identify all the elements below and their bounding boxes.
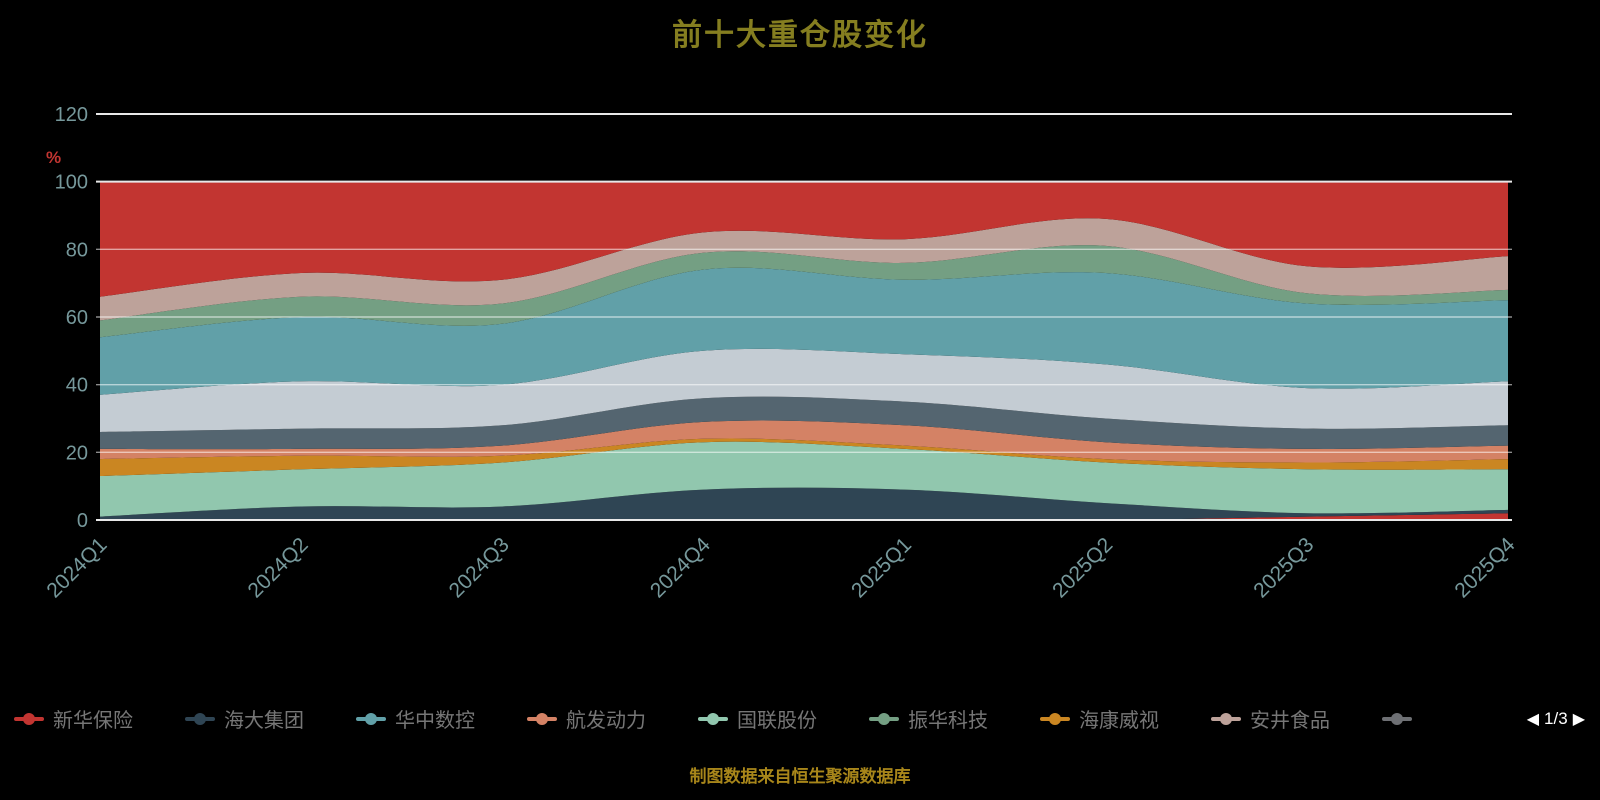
legend-item-海大集团[interactable]: 海大集团 — [185, 704, 304, 733]
legend-label: 航发动力 — [566, 710, 646, 732]
area-振华科技[interactable] — [100, 245, 1508, 338]
area-series-10[interactable] — [100, 348, 1508, 432]
legend-item-航发动力[interactable]: 航发动力 — [527, 704, 646, 733]
chart-title: 前十大重仓股变化 — [672, 19, 928, 52]
legend-label: 华中数控 — [395, 710, 475, 732]
x-axis-tick-label: 2025Q1 — [847, 533, 916, 602]
x-axis-tick-label: 2025Q4 — [1450, 533, 1519, 602]
x-axis-tick-label: 2024Q4 — [646, 533, 715, 602]
legend-marker-icon — [1040, 712, 1070, 726]
legend-label: 海大集团 — [224, 710, 304, 732]
x-axis-tick-label: 2025Q2 — [1048, 533, 1117, 602]
legend-label: 振华科技 — [908, 710, 988, 732]
y-axis-tick-label: 0 — [77, 510, 88, 532]
legend-marker-icon — [698, 712, 728, 726]
x-axis-tick-label: 2024Q2 — [244, 533, 313, 602]
legend-item-安井食品[interactable]: 安井食品 — [1211, 704, 1330, 733]
legend-item-新华保险[interactable]: 新华保险 — [14, 704, 133, 733]
legend-marker-icon — [1382, 712, 1412, 726]
legend-marker-icon — [1211, 712, 1241, 726]
legend: 新华保险 海大集团 华中数控 航发动力 国联股份 振华科技 海康威视 安井食品 ◀ 1/3 ▶ — [14, 704, 1590, 733]
area-海大集团[interactable] — [100, 487, 1508, 521]
legend-label: 海康威视 — [1079, 710, 1159, 732]
legend-item-海康威视[interactable]: 海康威视 — [1040, 704, 1159, 733]
y-axis-tick-label: 60 — [66, 307, 88, 329]
pager-prev-icon[interactable]: ◀ — [1526, 710, 1540, 728]
pager-page-indicator: 1/3 — [1544, 708, 1568, 728]
legend-item-国联股份[interactable]: 国联股份 — [698, 704, 817, 733]
area-新华保险[interactable] — [100, 181, 1508, 297]
area-安井食品[interactable] — [100, 218, 1508, 321]
x-axis-tick-label: 2024Q3 — [445, 533, 514, 602]
pager-next-icon[interactable]: ▶ — [1572, 710, 1585, 728]
legend-marker-icon — [14, 712, 44, 726]
percent-unit-label: % — [46, 148, 61, 167]
y-axis-tick-label: 120 — [55, 104, 88, 126]
area-series-9[interactable] — [100, 396, 1508, 450]
y-axis-tick-label: 40 — [66, 375, 88, 397]
area-海康威视[interactable] — [100, 438, 1508, 476]
legend-item-华中数控[interactable]: 华中数控 — [356, 704, 475, 733]
legend-pager: ◀ 1/3 ▶ — [1522, 709, 1590, 729]
legend-item-truncated[interactable] — [1382, 712, 1421, 726]
legend-marker-icon — [869, 712, 899, 726]
legend-marker-icon — [185, 712, 215, 726]
y-axis-tick-label: 20 — [66, 442, 88, 464]
legend-label: 安井食品 — [1250, 710, 1330, 732]
legend-label: 新华保险 — [53, 710, 133, 732]
legend-item-振华科技[interactable]: 振华科技 — [869, 704, 988, 733]
area-国联股份[interactable] — [100, 441, 1508, 517]
legend-marker-icon — [527, 712, 557, 726]
x-axis-tick-label: 2024Q1 — [42, 533, 111, 602]
y-axis-tick-label: 100 — [55, 172, 88, 194]
area-华中数控[interactable] — [100, 267, 1508, 395]
y-axis-tick-label: 80 — [66, 239, 88, 261]
legend-marker-icon — [356, 712, 386, 726]
legend-label: 国联股份 — [737, 710, 817, 732]
chart-source-caption: 制图数据来自恒生聚源数据库 — [689, 767, 911, 786]
x-axis-tick-label: 2025Q3 — [1249, 533, 1318, 602]
